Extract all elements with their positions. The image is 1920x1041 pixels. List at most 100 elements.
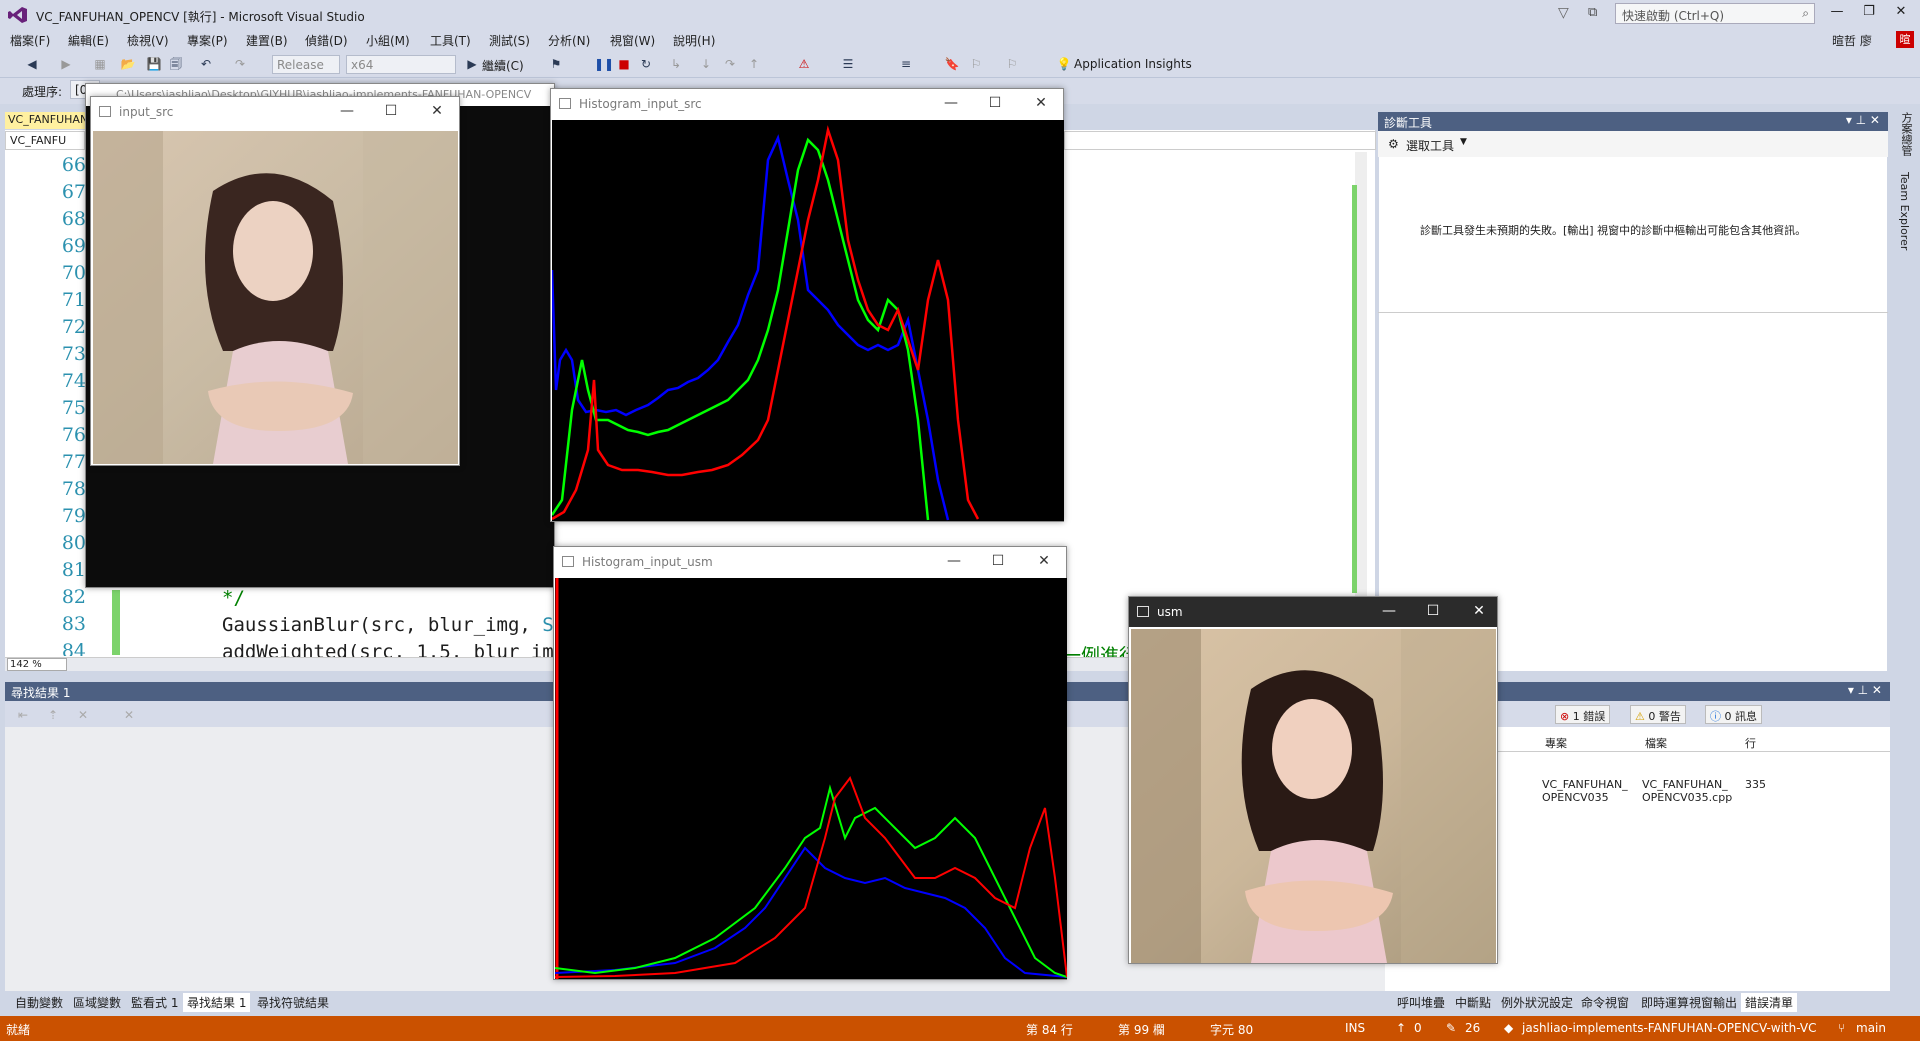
user-name[interactable]: 暄哲 廖 <box>1832 34 1872 48</box>
clear-icon[interactable]: ✕ <box>77 708 89 722</box>
close-button[interactable]: ✕ <box>1895 4 1907 19</box>
menu-team[interactable]: 小組(M) <box>366 34 410 48</box>
menu-analyze[interactable]: 分析(N) <box>548 34 591 48</box>
tab-command-window[interactable]: 命令視窗 <box>1581 996 1630 1010</box>
bookmark-icon[interactable]: 🔖 <box>944 57 960 71</box>
error-row-line[interactable]: 335 <box>1745 778 1766 791</box>
step-over-icon[interactable]: ↷ <box>724 57 736 71</box>
configuration-select[interactable]: Release <box>272 55 340 74</box>
error-row-project[interactable]: VC_FANFUHAN_ OPENCV035 <box>1542 778 1628 804</box>
tab-watch[interactable]: 監看式 1 <box>131 996 179 1010</box>
bookmark-prev-icon[interactable]: ⚐ <box>970 57 982 71</box>
team-explorer-tab[interactable]: Team Explorer <box>1898 172 1911 251</box>
pause-icon[interactable]: ❚❚ <box>594 57 615 71</box>
histogram-src-window[interactable]: Histogram_input_src — ☐ ✕ <box>550 88 1064 522</box>
tab-locals[interactable]: 區域變數 <box>73 996 122 1010</box>
maximize-button[interactable]: ☐ <box>384 103 398 119</box>
application-insights-button[interactable]: Application Insights <box>1074 57 1192 71</box>
menu-edit[interactable]: 編輯(E) <box>68 34 109 48</box>
column-line[interactable]: 行 <box>1745 737 1756 750</box>
error-row-file[interactable]: VC_FANFUHAN_ OPENCV035.cpp <box>1642 778 1733 804</box>
stop-icon[interactable]: ■ <box>618 57 630 71</box>
stop-find-icon[interactable]: ✕ <box>123 708 135 722</box>
step-out-icon[interactable]: ↑ <box>748 57 760 71</box>
status-changes[interactable]: 26 <box>1465 1021 1481 1035</box>
minimize-button[interactable]: — <box>947 553 961 569</box>
panel-pin-icon[interactable]: ▾ ⊥ ✕ <box>1847 683 1882 697</box>
restart-icon[interactable]: ↻ <box>640 57 652 71</box>
save-icon[interactable]: 💾 <box>146 57 162 71</box>
tab-find-results[interactable]: 尋找結果 1 <box>183 993 251 1012</box>
filter-icon[interactable]: ▽ <box>1558 5 1569 21</box>
new-item-icon[interactable]: ▦ <box>94 57 106 71</box>
lightbulb-icon[interactable]: 💡 <box>1056 57 1072 71</box>
panel-pin-icon[interactable]: ▾ ⊥ ✕ <box>1845 113 1880 127</box>
warnings-filter-button[interactable]: ⚠ 0 警告 <box>1630 705 1686 724</box>
thread-icon[interactable]: ☰ <box>842 57 854 71</box>
tab-call-stack[interactable]: 呼叫堆疊 <box>1397 996 1446 1010</box>
status-branch[interactable]: main <box>1856 1021 1886 1035</box>
restore-button[interactable]: ❐ <box>1863 4 1875 19</box>
menu-help[interactable]: 說明(H) <box>673 34 716 48</box>
errors-filter-button[interactable]: ⊗ 1 錯誤 <box>1555 705 1611 724</box>
tab-find-symbol[interactable]: 尋找符號結果 <box>257 996 330 1010</box>
bookmark-next-icon[interactable]: ⚐ <box>1006 57 1018 71</box>
continue-icon[interactable]: ▶ <box>467 57 477 71</box>
user-avatar[interactable]: 暄 <box>1896 31 1914 48</box>
close-button[interactable]: ✕ <box>1473 603 1485 619</box>
go-to-location-icon[interactable]: ⇤ <box>17 708 29 722</box>
close-button[interactable]: ✕ <box>1038 553 1050 569</box>
redo-icon[interactable]: ↷ <box>234 57 246 71</box>
maximize-button[interactable]: ☐ <box>1426 603 1440 619</box>
continue-button[interactable]: 繼續(C) <box>482 59 524 73</box>
status-repo[interactable]: jashliao-implements-FANFUHAN-OPENCV-with… <box>1522 1021 1817 1035</box>
menu-window[interactable]: 視窗(W) <box>610 34 656 48</box>
member-nav-select[interactable] <box>1064 131 1376 150</box>
tab-immediate-window[interactable]: 即時運算視窗 <box>1641 996 1714 1010</box>
histogram-usm-window[interactable]: Histogram_input_usm — ☐ ✕ <box>553 546 1068 980</box>
step-into-icon[interactable]: ↓ <box>700 57 712 71</box>
diagnostics-icon[interactable]: ⚑ <box>550 57 562 71</box>
platform-select[interactable]: x64 <box>346 55 456 74</box>
menu-project[interactable]: 專案(P) <box>187 34 228 48</box>
open-icon[interactable]: 📂 <box>120 57 136 71</box>
zoom-select[interactable]: 142 % <box>7 658 67 671</box>
minimize-button[interactable]: — <box>1382 603 1396 619</box>
tab-autos[interactable]: 自動變數 <box>15 996 64 1010</box>
menu-debug[interactable]: 偵錯(D) <box>305 34 348 48</box>
prev-result-icon[interactable]: ⇡ <box>47 708 59 722</box>
menu-test[interactable]: 測試(S) <box>489 34 530 48</box>
status-unpushed[interactable]: 0 <box>1414 1021 1422 1035</box>
file-nav-select[interactable]: VC_FANFU <box>5 131 85 150</box>
save-all-icon[interactable]: 🗐 <box>170 57 182 71</box>
input-src-window[interactable]: input_src — ☐ ✕ <box>90 96 460 466</box>
comment-icon[interactable]: ≡ <box>900 57 912 71</box>
close-button[interactable]: ✕ <box>1035 95 1047 111</box>
tab-error-list[interactable]: 錯誤清單 <box>1741 993 1798 1012</box>
tab-output[interactable]: 輸出 <box>1713 996 1738 1010</box>
back-icon[interactable]: ◀ <box>27 57 37 71</box>
tab-exception-settings[interactable]: 例外狀況設定 <box>1501 996 1574 1010</box>
editor-scrollbar[interactable] <box>1355 152 1367 652</box>
solution-explorer-tab[interactable]: 方案總管 <box>1900 112 1913 156</box>
menu-file[interactable]: 檔案(F) <box>10 34 51 48</box>
exception-icon[interactable]: ⚠ <box>798 57 810 71</box>
minimize-button[interactable]: — <box>340 103 354 119</box>
maximize-button[interactable]: ☐ <box>988 95 1002 111</box>
menu-view[interactable]: 檢視(V) <box>127 34 169 48</box>
menu-tools[interactable]: 工具(T) <box>430 34 471 48</box>
messages-filter-button[interactable]: ⓘ 0 訊息 <box>1705 705 1762 724</box>
column-file[interactable]: 檔案 <box>1645 737 1667 750</box>
tab-breakpoints[interactable]: 中斷點 <box>1455 996 1492 1010</box>
undo-icon[interactable]: ↶ <box>200 57 212 71</box>
close-button[interactable]: ✕ <box>431 103 443 119</box>
show-next-statement-icon[interactable]: ↳ <box>670 57 682 71</box>
quick-launch-input[interactable]: 快速啟動 (Ctrl+Q) ⌕ <box>1615 3 1815 24</box>
minimize-button[interactable]: — <box>944 95 958 111</box>
forward-icon[interactable]: ▶ <box>61 57 71 71</box>
column-project[interactable]: 專案 <box>1545 737 1567 750</box>
maximize-button[interactable]: ☐ <box>991 553 1005 569</box>
remote-icon[interactable]: ⧉ <box>1588 5 1598 20</box>
select-tools-button[interactable]: 選取工具 <box>1406 139 1455 153</box>
menu-build[interactable]: 建置(B) <box>246 34 288 48</box>
